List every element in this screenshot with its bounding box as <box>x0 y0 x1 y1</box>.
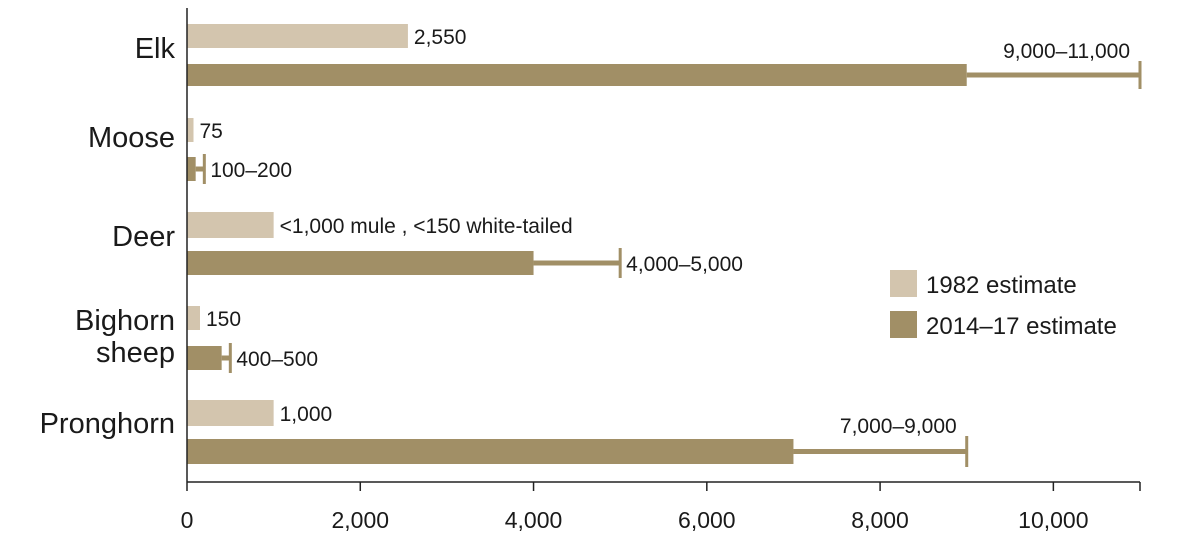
bar-1982 <box>187 212 274 238</box>
bar-2014-17 <box>187 439 794 464</box>
bar-1982 <box>187 306 200 330</box>
x-tick-label: 2,000 <box>331 507 389 533</box>
x-tick-label: 8,000 <box>851 507 909 533</box>
x-tick-label: 0 <box>181 507 194 533</box>
legend-swatch-1982 <box>890 270 917 297</box>
data-label-1982: 75 <box>199 120 222 143</box>
bar-1982 <box>187 118 194 142</box>
legend-label-1982: 1982 estimate <box>926 272 1077 299</box>
x-tick-label: 10,000 <box>1018 507 1088 533</box>
category-label: sheep <box>96 337 175 369</box>
legend-label-2014-17: 2014–17 estimate <box>926 313 1117 340</box>
bar-1982 <box>187 24 408 48</box>
legend-swatch-2014-17 <box>890 311 917 338</box>
data-label-1982: 1,000 <box>280 403 333 426</box>
category-label: Bighorn <box>75 305 175 337</box>
bar-2014-17 <box>187 64 967 86</box>
bar-2014-17 <box>187 157 196 181</box>
category-label: Elk <box>135 33 176 65</box>
x-tick-label: 4,000 <box>505 507 563 533</box>
x-tick-label: 6,000 <box>678 507 736 533</box>
data-label-1982: 2,550 <box>414 26 467 49</box>
data-label-2014-17: 400–500 <box>236 348 318 371</box>
bar-2014-17 <box>187 346 222 370</box>
bar-2014-17 <box>187 251 534 275</box>
data-label-1982: <1,000 mule , <150 white-tailed <box>280 215 573 238</box>
category-label: Moose <box>88 122 175 154</box>
bar-1982 <box>187 400 274 426</box>
category-label: Pronghorn <box>40 408 175 440</box>
data-label-2014-17: 4,000–5,000 <box>626 253 743 276</box>
data-label-2014-17: 100–200 <box>210 159 292 182</box>
data-label-2014-17: 9,000–11,000 <box>1003 40 1130 63</box>
data-label-2014-17: 7,000–9,000 <box>840 415 957 438</box>
category-label: Deer <box>112 221 175 253</box>
data-label-1982: 150 <box>206 308 241 331</box>
